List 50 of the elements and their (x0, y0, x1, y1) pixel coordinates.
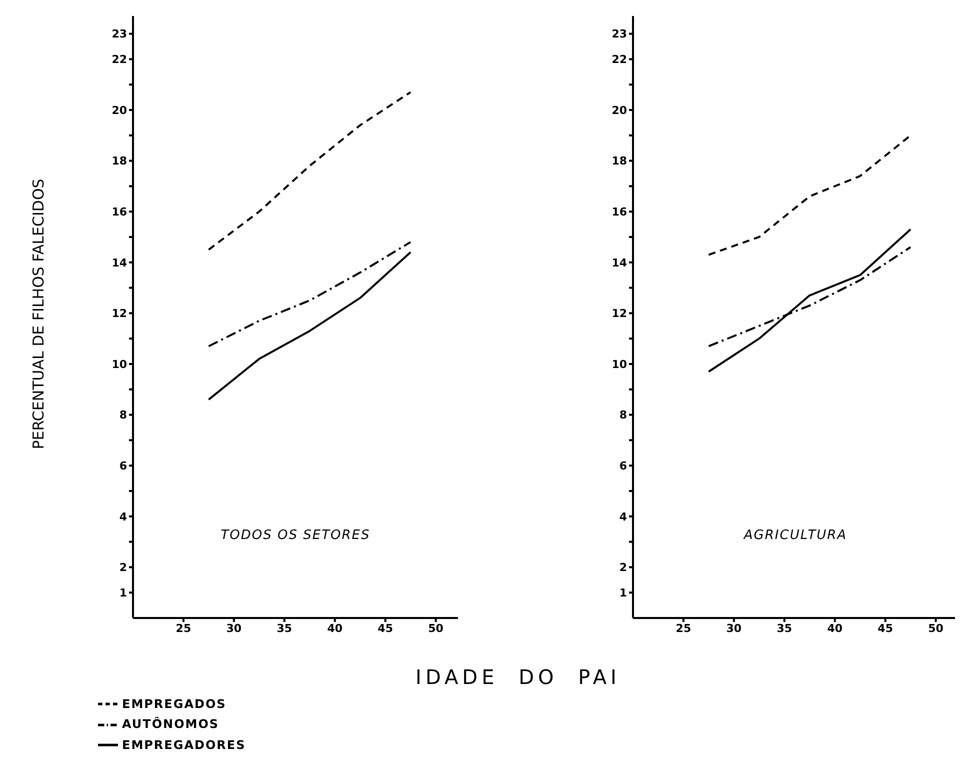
y-tick-label: 23 (112, 28, 127, 41)
y-tick-label: 18 (112, 154, 127, 168)
y-tick-label: 23 (612, 28, 627, 41)
y-tick-label: 14 (612, 256, 628, 270)
annotation: AGRICULTURA (742, 528, 848, 543)
legend-label: AUTÔNOMOS (122, 717, 220, 732)
line-series (208, 91, 412, 251)
y-tick-label: 6 (619, 460, 628, 472)
x-tick-label: 50 (928, 622, 944, 635)
y-tick-label: 1 (119, 586, 127, 600)
x-tick-label: 25 (176, 622, 192, 635)
y-tick-label: 12 (112, 307, 127, 320)
y-tick-label: 18 (612, 154, 627, 168)
y-tick-label: 4 (619, 510, 628, 524)
y-tick-label: 10 (112, 358, 128, 371)
y-tick-label: 22 (112, 53, 127, 66)
y-tick-label: 22 (612, 53, 627, 66)
y-tick-label: 20 (612, 104, 628, 117)
x-tick-label: 35 (276, 622, 292, 635)
y-tick-label: 10 (612, 358, 628, 371)
x-tick-label: 30 (726, 622, 742, 635)
x-tick-label: 40 (827, 622, 843, 635)
line-series (208, 251, 412, 401)
y-tick-label: 8 (619, 408, 627, 422)
legend-label: EMPREGADORES (122, 738, 246, 752)
x-tick-label: 45 (378, 622, 393, 635)
y-axis-title: PERCENTUAL DE FILHOS FALECIDOS (29, 178, 48, 450)
line-series (208, 241, 412, 348)
annotation: TODOS OS SETORES (220, 528, 372, 543)
x-axis-title: IDADE DO PAI (414, 665, 622, 689)
y-tick-label: 14 (112, 256, 128, 270)
y-tick-label: 1 (619, 586, 627, 600)
y-tick-label: 20 (112, 104, 128, 117)
x-tick-label: 40 (327, 622, 343, 635)
y-tick-label: 4 (119, 510, 128, 524)
y-tick-label: 6 (119, 460, 128, 472)
x-tick-label: 50 (428, 622, 444, 635)
y-tick-label: 8 (119, 408, 127, 422)
x-tick-label: 35 (776, 622, 792, 635)
x-tick-label: 30 (226, 622, 242, 635)
line-series (708, 134, 912, 256)
line-series (708, 228, 912, 373)
legend-label: EMPREGADOS (122, 697, 226, 711)
y-tick-label: 2 (119, 561, 127, 574)
x-tick-label: 25 (676, 622, 692, 635)
y-tick-label: 16 (112, 205, 128, 218)
y-tick-label: 2 (619, 561, 627, 574)
x-tick-label: 45 (878, 622, 893, 635)
y-tick-label: 12 (612, 307, 627, 320)
y-tick-label: 16 (612, 205, 628, 218)
